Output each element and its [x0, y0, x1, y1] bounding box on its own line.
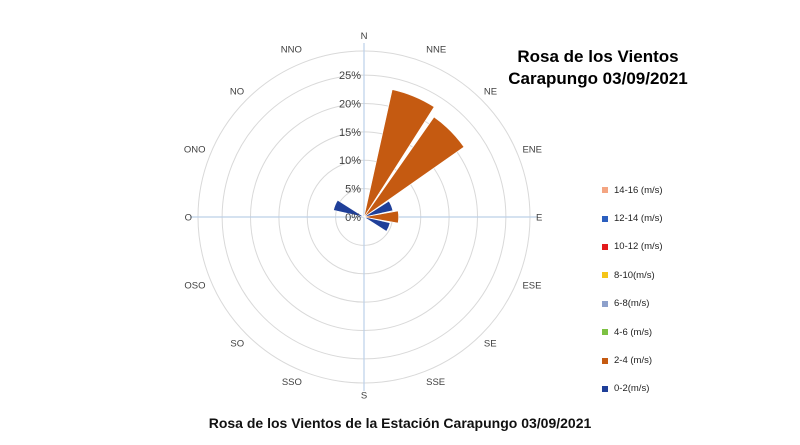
direction-label: SE [484, 338, 497, 349]
direction-label: NNE [426, 45, 446, 56]
wind-bar-ono [333, 199, 365, 218]
direction-label: NNO [281, 45, 302, 56]
direction-label: SSE [426, 377, 445, 388]
legend-label: 8-10(m/s) [614, 269, 655, 281]
direction-label: ONO [184, 144, 206, 155]
direction-label: ENE [522, 144, 542, 155]
wind-bar-e [363, 210, 399, 224]
legend-swatch [602, 385, 608, 392]
direction-label: SSO [282, 377, 302, 388]
legend-swatch [602, 215, 608, 222]
legend-item: 14-16 (m/s) [602, 176, 663, 204]
radial-tick-label: 0% [345, 212, 361, 224]
legend-item: 8-10(m/s) [602, 261, 663, 289]
wind-bar-ese [363, 216, 391, 232]
direction-label: N [361, 31, 368, 42]
radial-tick-label: 5% [345, 184, 361, 196]
wind-bars [333, 89, 465, 232]
legend-swatch [602, 272, 608, 279]
legend-item: 0-2(m/s) [602, 375, 663, 403]
legend-swatch [602, 357, 608, 364]
legend-item: 12-14 (m/s) [602, 204, 663, 232]
legend-swatch [602, 329, 608, 336]
direction-label: OSO [184, 281, 205, 292]
radial-tick-label: 25% [339, 70, 361, 82]
direction-label: NE [484, 87, 497, 98]
wind-bar-ene [363, 200, 394, 218]
legend-label: 2-4 (m/s) [614, 355, 652, 367]
legend-item: 6-8(m/s) [602, 290, 663, 318]
legend-swatch [602, 243, 608, 250]
wind-bar-nne [363, 89, 435, 218]
legend-swatch [602, 300, 608, 307]
legend-label: 12-14 (m/s) [614, 213, 663, 225]
chart-caption: Rosa de los Vientos de la Estación Carap… [208, 415, 592, 431]
chart-title-line-1: Rosa de los Vientos [517, 47, 678, 66]
legend-item: 4-6 (m/s) [602, 318, 663, 346]
radial-tick-label: 10% [339, 155, 361, 167]
direction-label: NO [230, 87, 244, 98]
legend-label: 14-16 (m/s) [614, 184, 663, 196]
legend-item: 10-12 (m/s) [602, 233, 663, 261]
direction-label: S [361, 391, 367, 402]
chart-title-line-2: Carapungo 03/09/2021 [508, 69, 688, 88]
legend: 14-16 (m/s) 12-14 (m/s) 10-12 (m/s) 8-10… [602, 176, 663, 403]
direction-label: ESE [522, 281, 541, 292]
chart-labels: 0% 5% 10% 15% 20% 25% N NNE NE ENE E ESE SE SSE S SSO SO… [184, 31, 542, 402]
radial-tick-label: 20% [339, 98, 361, 110]
legend-item: 2-4 (m/s) [602, 346, 663, 374]
legend-label: 10-12 (m/s) [614, 241, 663, 253]
legend-label: 6-8(m/s) [614, 298, 650, 310]
legend-label: 4-6 (m/s) [614, 326, 652, 338]
direction-label: O [185, 213, 192, 224]
wind-bar-ne [363, 116, 465, 218]
legend-label: 0-2(m/s) [614, 383, 650, 395]
direction-label: E [536, 213, 542, 224]
legend-swatch [602, 187, 608, 194]
direction-label: SO [230, 338, 244, 349]
radial-tick-label: 15% [339, 127, 361, 139]
